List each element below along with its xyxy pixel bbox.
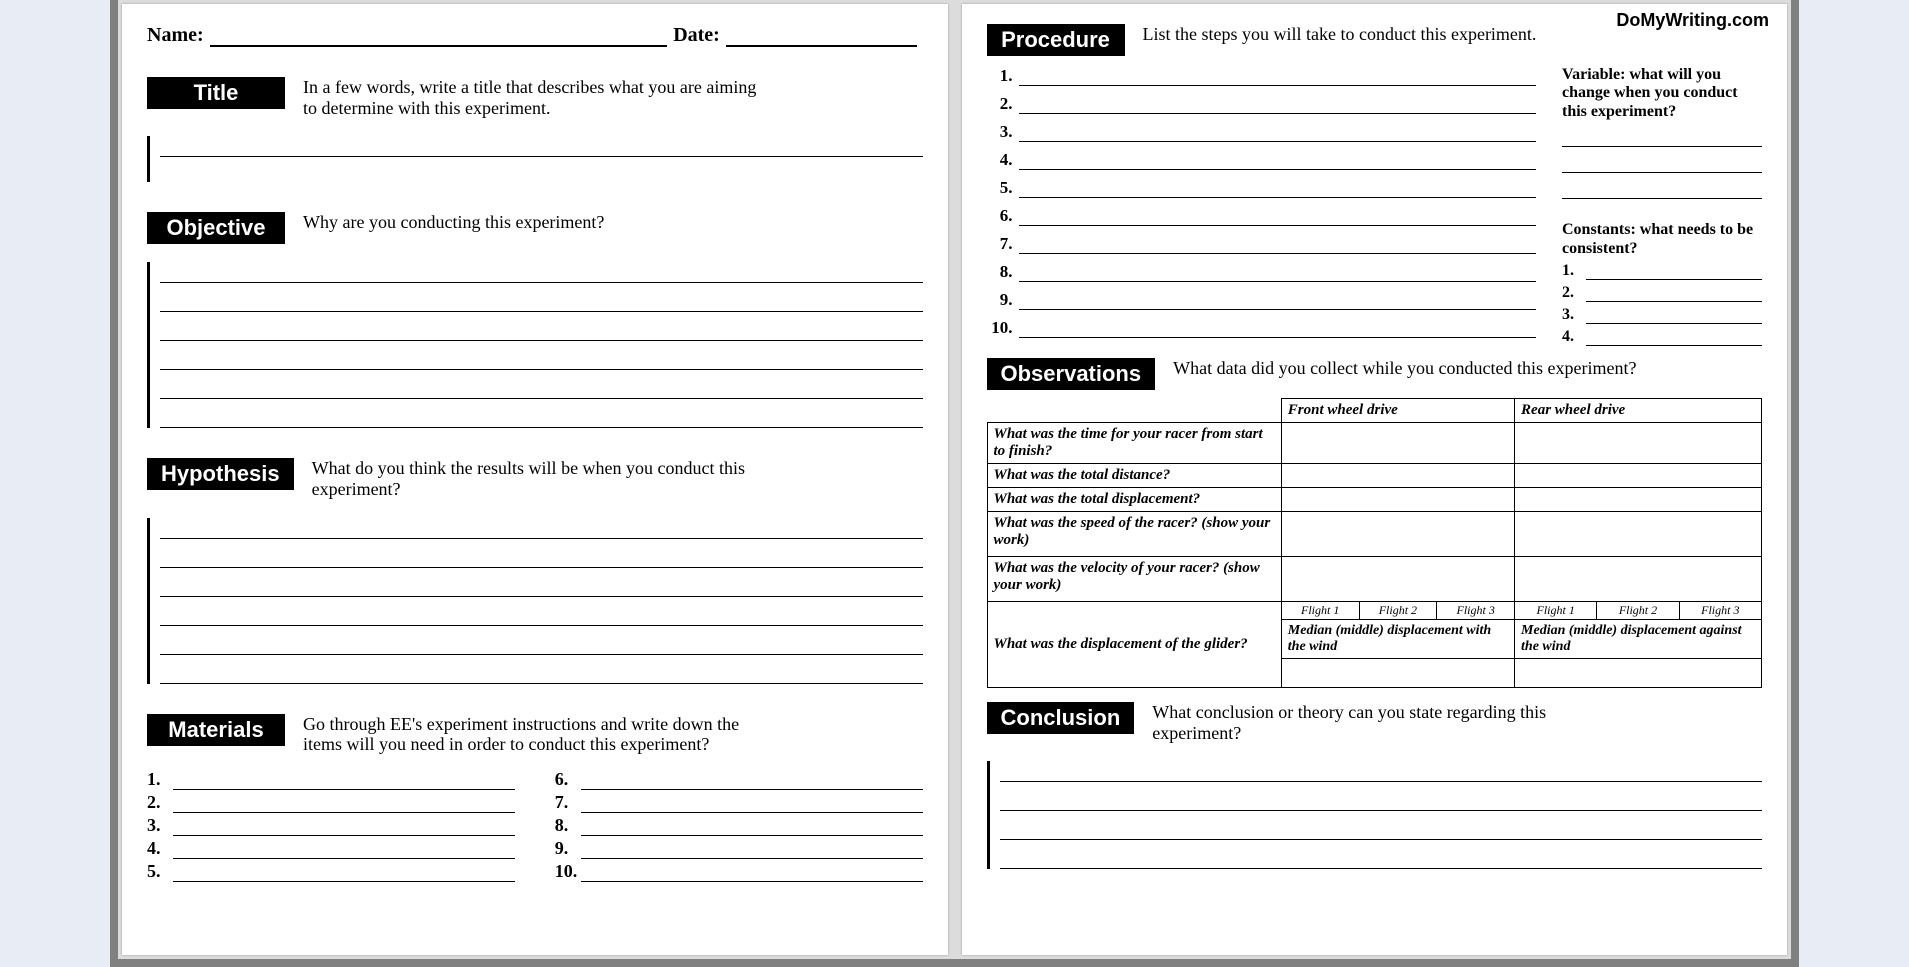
objective-heading: Objective <box>147 212 285 244</box>
name-label: Name: <box>147 24 204 47</box>
objective-lines[interactable] <box>147 262 923 428</box>
page-right: DoMyWriting.com Procedure List the steps… <box>962 4 1788 955</box>
worksheet-frame: Name: Date: Title In a few words, write … <box>110 0 1799 967</box>
hypothesis-heading: Hypothesis <box>147 458 294 490</box>
obs-col-front: Front wheel drive <box>1281 399 1514 423</box>
variable-question: Variable: what will you change when you … <box>1562 66 1762 121</box>
title-heading: Title <box>147 77 285 109</box>
title-lines[interactable] <box>147 136 923 182</box>
conclusion-hint: What conclusion or theory can you state … <box>1152 702 1622 743</box>
date-blank[interactable] <box>726 27 917 47</box>
materials-heading: Materials <box>147 714 285 746</box>
materials-header: Materials Go through EE's experiment ins… <box>147 714 923 755</box>
title-hint: In a few words, write a title that descr… <box>303 77 773 118</box>
procedure-body: 1. 2. 3. 4. 5. 6. 7. 8. 9. 10. Variable:… <box>987 66 1763 346</box>
materials-hint: Go through EE's experiment instructions … <box>303 714 773 755</box>
conclusion-heading: Conclusion <box>987 702 1135 734</box>
title-header: Title In a few words, write a title that… <box>147 77 923 118</box>
objective-hint: Why are you conducting this experiment? <box>303 212 604 233</box>
procedure-steps: 1. 2. 3. 4. 5. 6. 7. 8. 9. 10. <box>987 66 1537 346</box>
materials-list: 1. 2. 3. 4. 5. 6. 7. 8. 9. 10. <box>147 767 923 882</box>
procedure-heading: Procedure <box>987 24 1125 56</box>
materials-col-2: 6. 7. 8. 9. 10. <box>555 767 923 882</box>
constants-question: Constants: what needs to be consistent? <box>1562 221 1762 258</box>
hypothesis-header: Hypothesis What do you think the results… <box>147 458 923 499</box>
procedure-hint: List the steps you will take to conduct … <box>1143 24 1537 45</box>
procedure-side: Variable: what will you change when you … <box>1562 66 1762 346</box>
conclusion-lines[interactable] <box>987 761 1763 869</box>
hypothesis-hint: What do you think the results will be wh… <box>312 458 782 499</box>
observations-header: Observations What data did you collect w… <box>987 358 1763 390</box>
name-blank[interactable] <box>210 27 668 47</box>
page-left: Name: Date: Title In a few words, write … <box>122 4 948 955</box>
watermark: DoMyWriting.com <box>1616 10 1769 31</box>
obs-col-rear: Rear wheel drive <box>1515 399 1762 423</box>
objective-header: Objective Why are you conducting this ex… <box>147 212 923 244</box>
name-date-row: Name: Date: <box>147 24 923 47</box>
observations-heading: Observations <box>987 358 1156 390</box>
observations-hint: What data did you collect while you cond… <box>1173 358 1636 379</box>
date-label: Date: <box>673 24 720 47</box>
hypothesis-lines[interactable] <box>147 518 923 684</box>
conclusion-header: Conclusion What conclusion or theory can… <box>987 702 1763 743</box>
observations-table: Front wheel drive Rear wheel drive What … <box>987 398 1763 688</box>
materials-col-1: 1. 2. 3. 4. 5. <box>147 767 515 882</box>
